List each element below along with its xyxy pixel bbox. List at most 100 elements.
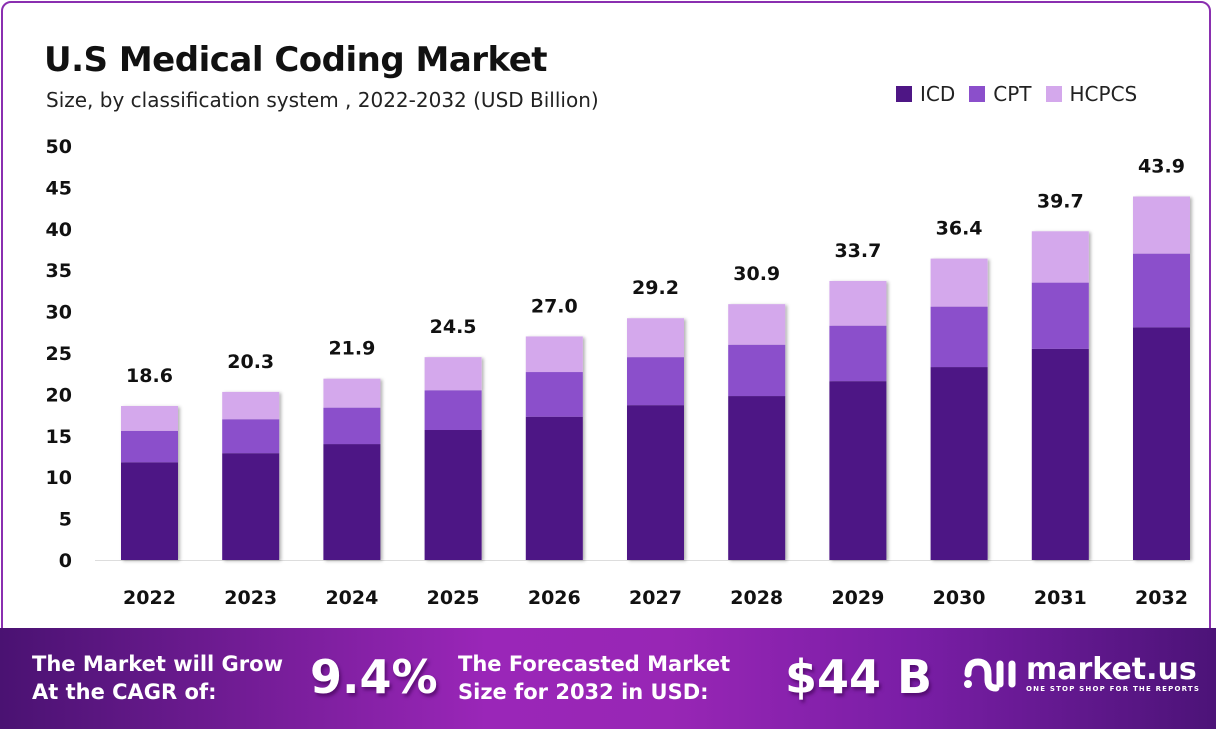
bar-stack-2028 [728, 304, 786, 560]
cagr-label: The Market will Grow At the CAGR of: [32, 650, 283, 706]
cagr-label-line2: At the CAGR of: [32, 680, 217, 704]
y-tick-label: 40 [46, 219, 72, 241]
legend-label: CPT [993, 82, 1032, 106]
bar-hcpcs-2027 [627, 318, 684, 358]
bar-stack-2026 [525, 336, 583, 560]
legend-item-cpt: CPT [969, 82, 1032, 106]
x-tick-label: 2023 [224, 587, 277, 609]
bar-cpt-2026 [525, 372, 583, 417]
bar-cpt-2027 [627, 357, 684, 406]
bar-cpt-2025 [424, 390, 482, 431]
x-tick-label: 2029 [831, 587, 884, 609]
bar-hcpcs-2024 [323, 378, 381, 408]
bar-cpt-2032 [1133, 253, 1190, 328]
bar-stack-2029 [829, 280, 887, 560]
y-tick-label: 0 [59, 550, 72, 572]
total-label: 30.9 [733, 263, 780, 285]
forecast-value: $44 B [785, 650, 933, 704]
bar-hcpcs-2028 [728, 304, 786, 345]
y-tick-label: 5 [59, 509, 72, 531]
forecast-label: The Forecasted Market Size for 2032 in U… [458, 650, 730, 706]
chart-title: U.S Medical Coding Market [44, 40, 548, 80]
y-tick-label: 15 [46, 426, 72, 448]
bar-stack-2024 [323, 378, 381, 560]
total-label: 36.4 [936, 218, 983, 240]
legend: ICD CPT HCPCS [896, 82, 1137, 106]
bar-cpt-2029 [829, 325, 887, 382]
legend-label: HCPCS [1069, 82, 1138, 106]
bar-hcpcs-2030 [930, 258, 988, 307]
bar-hcpcs-2032 [1133, 196, 1190, 254]
logo-icon [964, 658, 1016, 692]
bar-cpt-2023 [222, 419, 280, 454]
logo-name: market.us [1026, 652, 1197, 687]
y-tick-label: 10 [46, 467, 72, 489]
bar-icd-2031 [1031, 348, 1089, 560]
bar-icd-2027 [627, 405, 684, 560]
bar-stack-2030 [930, 258, 988, 560]
bar-stack-2031 [1031, 231, 1089, 560]
bar-stack-2025 [424, 357, 482, 560]
legend-swatch [1045, 86, 1062, 102]
bar-hcpcs-2025 [424, 357, 482, 391]
bar-icd-2025 [424, 430, 482, 560]
total-label: 18.6 [126, 365, 173, 387]
bar-icd-2032 [1133, 327, 1190, 560]
cagr-label-line1: The Market will Grow [32, 652, 283, 676]
total-label: 39.7 [1037, 190, 1084, 212]
bar-stack-2023 [222, 391, 280, 560]
legend-item-icd: ICD [896, 82, 955, 106]
y-tick-label: 30 [46, 302, 72, 324]
x-tick-label: 2027 [629, 587, 682, 609]
cagr-value: 9.4% [310, 650, 438, 704]
legend-item-hcpcs: HCPCS [1045, 82, 1138, 106]
market-us-logo: market.us ONE STOP SHOP FOR THE REPORTS [962, 654, 1200, 694]
x-tick-label: 2022 [123, 587, 176, 609]
total-label: 29.2 [632, 277, 679, 299]
legend-swatch [969, 86, 986, 102]
total-label: 33.7 [834, 240, 881, 262]
bar-chart: 0510152025303540455018.6202220.3202321.9… [46, 136, 1190, 609]
x-tick-label: 2025 [427, 587, 480, 609]
total-label: 20.3 [227, 351, 274, 373]
legend-swatch [896, 86, 912, 102]
bar-icd-2024 [323, 444, 381, 560]
bar-cpt-2024 [323, 407, 381, 445]
bar-icd-2028 [728, 396, 786, 560]
legend-label: ICD [920, 82, 956, 106]
y-tick-label: 45 [46, 177, 72, 199]
y-tick-label: 35 [46, 260, 72, 282]
bar-icd-2030 [930, 367, 988, 560]
bar-icd-2029 [829, 381, 887, 560]
bar-hcpcs-2022 [121, 405, 178, 431]
x-tick-label: 2024 [325, 587, 378, 609]
total-label: 27.0 [531, 295, 578, 317]
bar-cpt-2030 [930, 306, 988, 368]
x-tick-label: 2026 [528, 587, 581, 609]
bar-icd-2026 [525, 416, 583, 560]
total-label: 43.9 [1138, 156, 1185, 178]
x-tick-label: 2030 [933, 587, 986, 609]
total-label: 24.5 [430, 316, 477, 338]
logo-tagline: ONE STOP SHOP FOR THE REPORTS [1026, 685, 1201, 693]
x-tick-label: 2028 [730, 587, 783, 609]
y-tick-label: 25 [46, 343, 72, 365]
chart-subtitle: Size, by classification system , 2022-20… [46, 88, 599, 112]
bar-hcpcs-2029 [829, 280, 887, 326]
y-tick-label: 20 [46, 384, 72, 406]
bar-hcpcs-2026 [525, 336, 583, 373]
forecast-label-line2: Size for 2032 in USD: [458, 680, 709, 704]
bar-hcpcs-2031 [1031, 231, 1089, 283]
forecast-label-line1: The Forecasted Market [458, 652, 731, 676]
bar-stack-2022 [121, 405, 178, 560]
bar-hcpcs-2023 [222, 391, 280, 420]
bar-cpt-2022 [121, 430, 178, 463]
bar-icd-2022 [121, 462, 178, 560]
bar-cpt-2031 [1031, 282, 1089, 349]
bar-stack-2027 [627, 318, 684, 560]
y-tick-label: 50 [46, 136, 72, 158]
bar-icd-2023 [222, 453, 280, 560]
bar-cpt-2028 [728, 344, 786, 397]
bar-stack-2032 [1133, 196, 1190, 560]
x-tick-label: 2032 [1135, 587, 1188, 609]
